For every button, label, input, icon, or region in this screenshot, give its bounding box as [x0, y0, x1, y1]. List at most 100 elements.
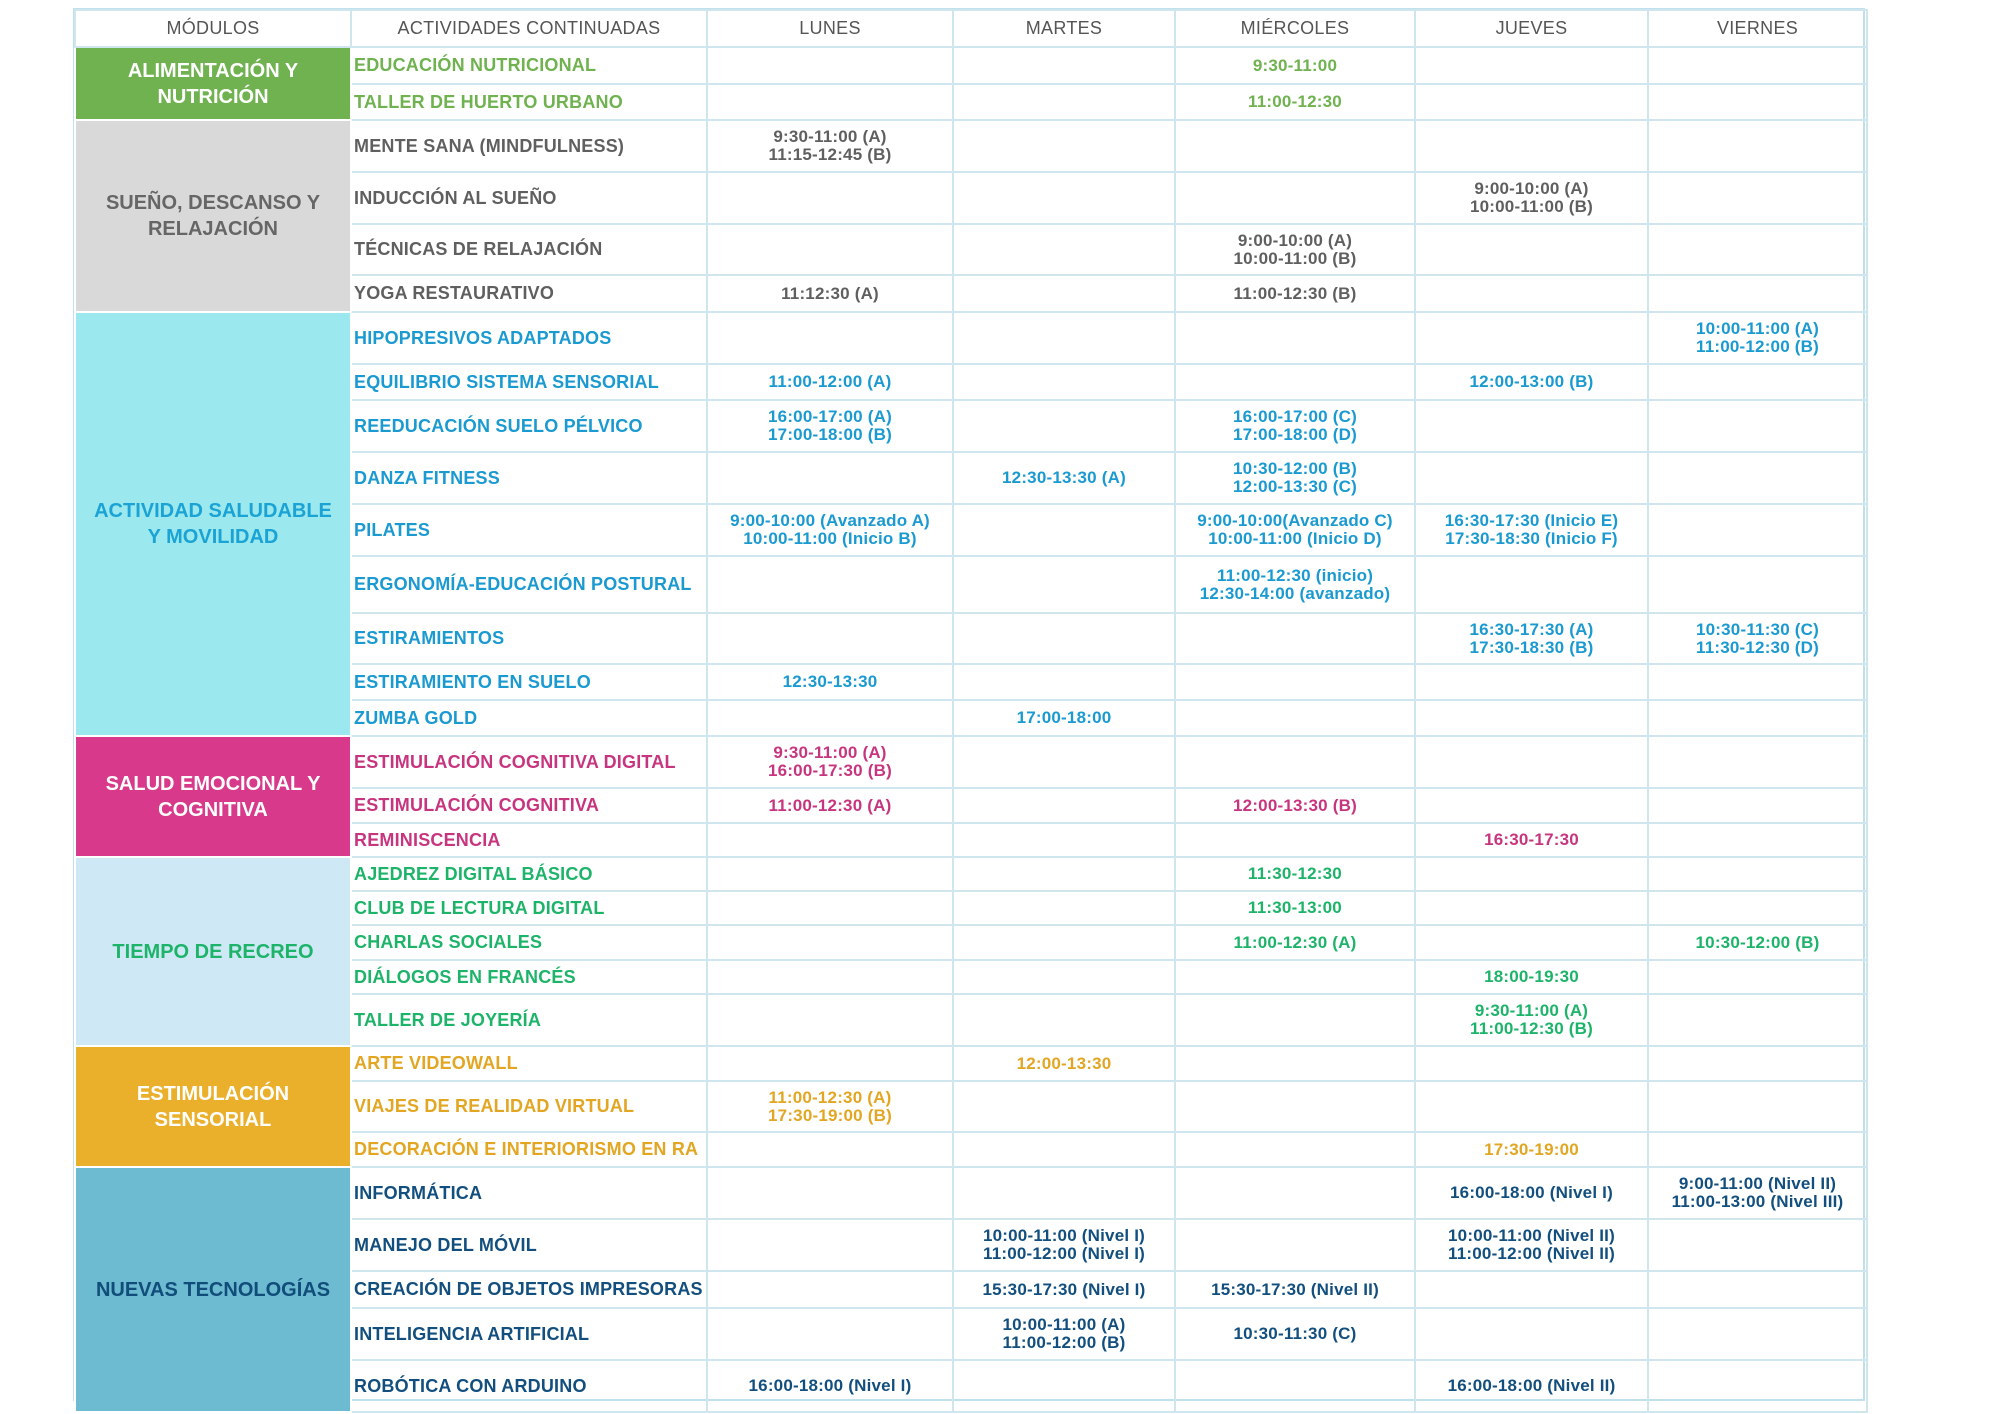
slot-monday: [706, 612, 954, 665]
slot-friday: [1647, 399, 1868, 453]
table-row: ZUMBA GOLD 17:00-18:00: [75, 699, 1868, 737]
slot-tuesday: 10:00-11:00 (A) 11:00-12:00 (B): [952, 1307, 1176, 1361]
slot-friday: [1647, 663, 1868, 701]
table-row: REEDUCACIÓN SUELO PÉLVICO 16:00-17:00 (A)…: [75, 399, 1868, 453]
slot-friday: [1647, 1359, 1868, 1413]
slot-thursday: 16:00-18:00 (Nivel II): [1414, 1359, 1649, 1413]
slot-monday: [706, 1270, 954, 1309]
slot-thursday: [1414, 451, 1649, 505]
header-row: MÓDULOS ACTIVIDADES CONTINUADAS LUNES MA…: [74, 9, 1868, 48]
slot-monday: 11:00-12:00 (A): [706, 363, 954, 401]
slot-thursday: [1414, 83, 1649, 121]
slot-wednesday: 15:30-17:30 (Nivel II): [1174, 1270, 1416, 1309]
slot-monday: [706, 890, 954, 926]
slot-wednesday: 11:30-13:00: [1174, 890, 1416, 926]
slot-tuesday: [952, 924, 1176, 961]
slot-monday: [706, 83, 954, 121]
table-row: INTELIGENCIA ARTIFICIAL 10:00-11:00 (A) 1…: [75, 1307, 1868, 1361]
slot-monday: [706, 993, 954, 1047]
table-row: MANEJO DEL MÓVIL 10:00-11:00 (Nivel I) 11…: [75, 1218, 1868, 1272]
activity-name: MANEJO DEL MÓVIL: [350, 1218, 708, 1272]
slot-thursday: [1414, 1270, 1649, 1309]
slot-thursday: [1414, 1080, 1649, 1133]
activity-name: REEDUCACIÓN SUELO PÉLVICO: [350, 399, 708, 453]
slot-thursday: [1414, 1307, 1649, 1361]
activity-name: ERGONOMÍA-EDUCACIÓN POSTURAL: [350, 555, 708, 614]
slot-thursday: 10:00-11:00 (Nivel II) 11:00-12:00 (Nive…: [1414, 1218, 1649, 1272]
slot-monday: [706, 1218, 954, 1272]
slot-tuesday: [952, 503, 1176, 557]
slot-friday: [1647, 1307, 1868, 1361]
slot-wednesday: [1174, 1080, 1416, 1133]
slot-monday: 11:12:30 (A): [706, 274, 954, 313]
activity-name: HIPOPRESIVOS ADAPTADOS: [350, 311, 708, 365]
slot-monday: [706, 451, 954, 505]
slot-thursday: [1414, 119, 1649, 173]
slot-tuesday: [952, 555, 1176, 614]
activity-name: INDUCCIÓN AL SUEÑO: [350, 171, 708, 225]
table-row: ACTIVIDAD SALUDABLE Y MOVILIDAD HIPOPRESI…: [74, 311, 1868, 737]
slot-tuesday: 10:00-11:00 (Nivel I) 11:00-12:00 (Nivel…: [952, 1218, 1176, 1272]
table-row: ESTIMULACIÓN COGNITIVA 11:00-12:30 (A) 12:…: [75, 787, 1868, 824]
slot-monday: 11:00-12:30 (A) 17:30-19:00 (B): [706, 1080, 954, 1133]
slot-friday: [1647, 822, 1868, 858]
slot-wednesday: [1174, 699, 1416, 737]
slot-tuesday: [952, 311, 1176, 365]
slot-friday: 10:00-11:00 (A) 11:00-12:00 (B): [1647, 311, 1868, 365]
slot-monday: [706, 856, 954, 892]
slot-thursday: [1414, 274, 1649, 313]
slot-wednesday: [1174, 311, 1416, 365]
slot-friday: 10:30-11:30 (C) 11:30-12:30 (D): [1647, 612, 1868, 665]
activity-name: EDUCACIÓN NUTRICIONAL: [350, 46, 708, 85]
slot-monday: [706, 1307, 954, 1361]
slot-wednesday: 10:30-11:30 (C): [1174, 1307, 1416, 1361]
table-row: TIEMPO DE RECREO AJEDREZ DIGITAL BÁSICO 11…: [74, 856, 1868, 1047]
table-row: DIÁLOGOS EN FRANCÉS 18:00-19:30: [75, 959, 1868, 995]
slot-thursday: 17:30-19:00: [1414, 1131, 1649, 1168]
table-row: VIAJES DE REALIDAD VIRTUAL 11:00-12:30 (A…: [75, 1080, 1868, 1133]
slot-tuesday: [952, 612, 1176, 665]
slot-monday: [706, 311, 954, 365]
table-row: YOGA RESTAURATIVO 11:12:30 (A) 11:00-12:30…: [75, 274, 1868, 313]
slot-wednesday: [1174, 1359, 1416, 1413]
activity-name: TALLER DE JOYERÍA: [350, 993, 708, 1047]
slot-tuesday: [952, 993, 1176, 1047]
slot-thursday: [1414, 890, 1649, 926]
slot-tuesday: [952, 856, 1176, 892]
table-row: CHARLAS SOCIALES 11:00-12:30 (A) 10:30-12:…: [75, 924, 1868, 961]
slot-tuesday: [952, 822, 1176, 858]
header-monday: LUNES: [706, 9, 954, 48]
header-wednesday: MIÉRCOLES: [1174, 9, 1416, 48]
slot-wednesday: 11:30-12:30: [1174, 856, 1416, 892]
slot-friday: [1647, 1045, 1868, 1082]
slot-wednesday: 16:00-17:00 (C) 17:00-18:00 (D): [1174, 399, 1416, 453]
activity-name: PILATES: [350, 503, 708, 557]
slot-thursday: [1414, 787, 1649, 824]
slot-tuesday: 15:30-17:30 (Nivel I): [952, 1270, 1176, 1309]
table-row: DANZA FITNESS 12:30-13:30 (A) 10:30-12:00 …: [75, 451, 1868, 505]
table-row: ESTIRAMIENTO EN SUELO 12:30-13:30: [75, 663, 1868, 701]
activity-name: TALLER DE HUERTO URBANO: [350, 83, 708, 121]
slot-thursday: [1414, 735, 1649, 789]
table-row: TÉCNICAS DE RELAJACIÓN 9:00-10:00 (A) 10:…: [75, 223, 1868, 276]
slot-tuesday: [952, 787, 1176, 824]
slot-tuesday: [952, 223, 1176, 276]
slot-tuesday: [952, 119, 1176, 173]
activity-name: ROBÓTICA CON ARDUINO: [350, 1359, 708, 1413]
slot-thursday: [1414, 311, 1649, 365]
table-row: TALLER DE HUERTO URBANO 11:00-12:30: [75, 83, 1868, 121]
slot-friday: [1647, 274, 1868, 313]
slot-thursday: 16:30-17:30 (A) 17:30-18:30 (B): [1414, 612, 1649, 665]
slot-friday: [1647, 699, 1868, 737]
slot-thursday: 18:00-19:30: [1414, 959, 1649, 995]
header-tuesday: MARTES: [952, 9, 1176, 48]
slot-wednesday: [1174, 171, 1416, 225]
module-cell: ESTIMULACIÓN SENSORIAL: [74, 1045, 352, 1168]
slot-friday: [1647, 1270, 1868, 1309]
module-cell: TIEMPO DE RECREO: [74, 856, 352, 1047]
activity-name: TÉCNICAS DE RELAJACIÓN: [350, 223, 708, 276]
slot-wednesday: [1174, 822, 1416, 858]
header-friday: VIERNES: [1647, 9, 1868, 48]
module-cell: SALUD EMOCIONAL Y COGNITIVA: [74, 735, 352, 858]
activity-name: AJEDREZ DIGITAL BÁSICO: [350, 856, 708, 892]
